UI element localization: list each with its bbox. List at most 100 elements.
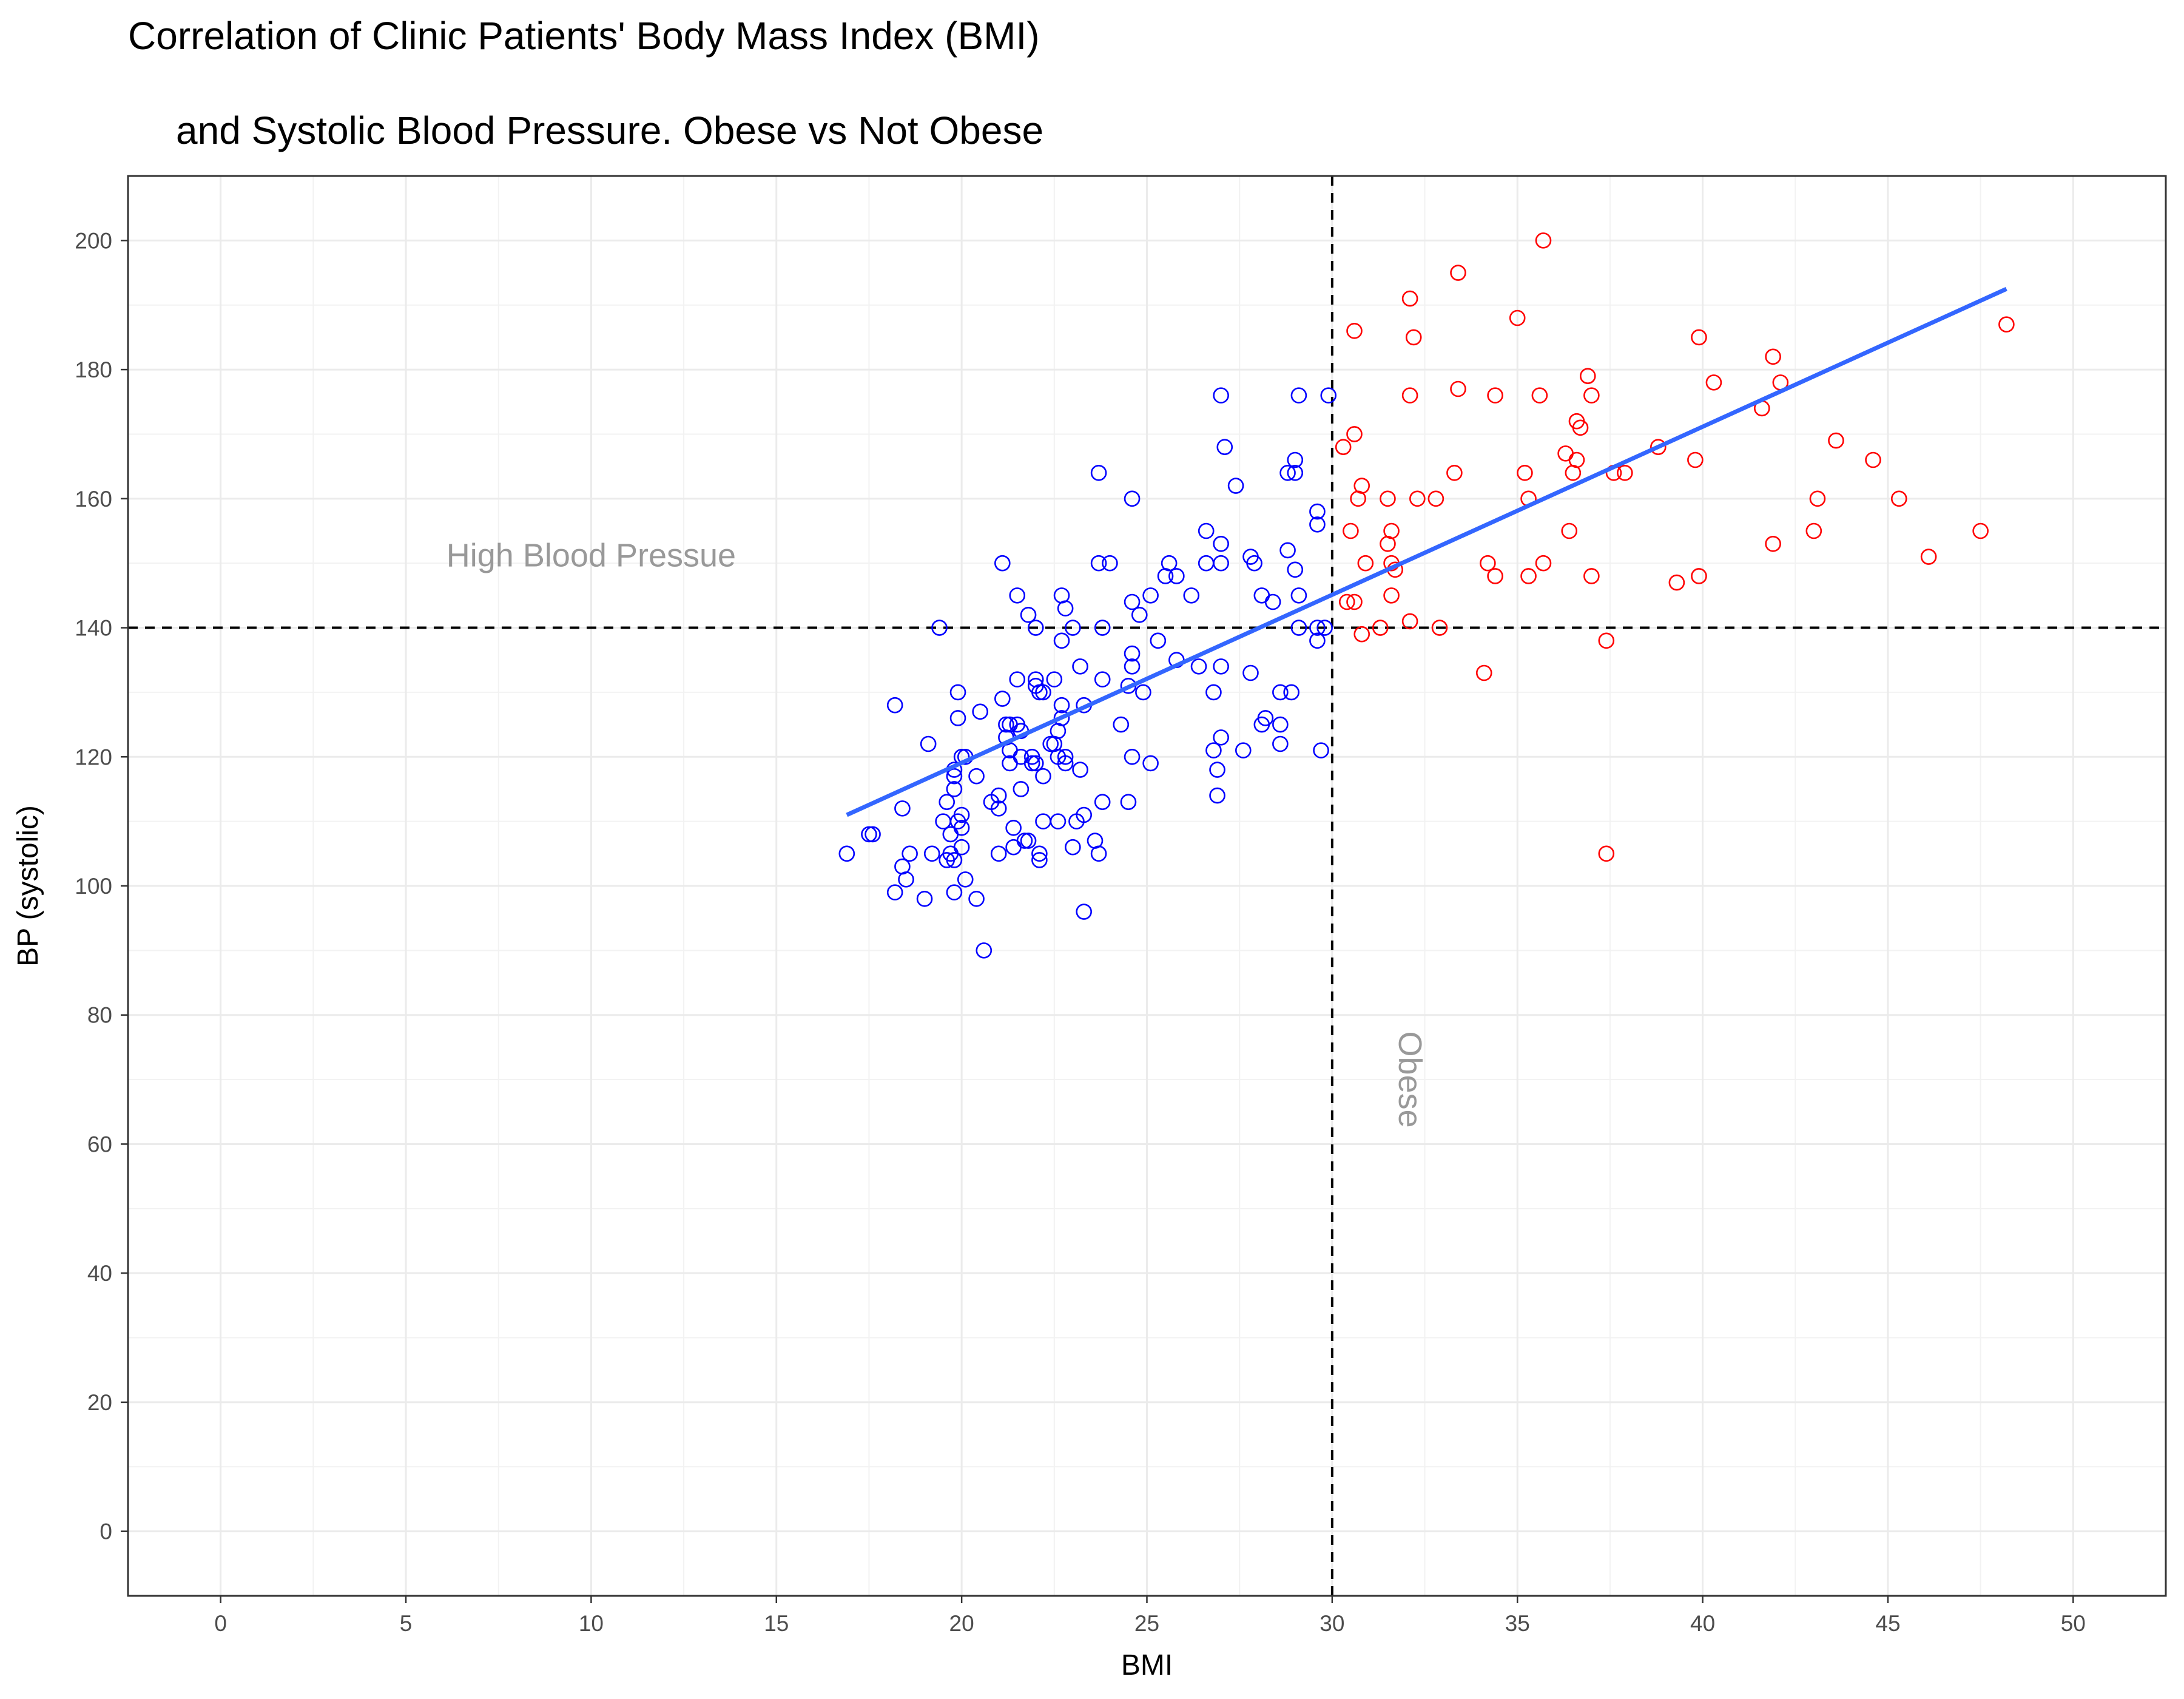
data-point-obese	[1691, 568, 1707, 584]
data-point-not_obese	[1320, 387, 1337, 404]
data-point-obese	[1579, 368, 1596, 385]
data-point-obese	[1535, 555, 1552, 572]
data-point-obese	[1409, 490, 1426, 507]
data-point-obese	[1427, 490, 1444, 507]
data-point-not_obese	[1242, 664, 1259, 681]
data-point-not_obese	[1150, 632, 1167, 649]
chart-title-line2: and Systolic Blood Pressure. Obese vs No…	[176, 109, 1043, 152]
data-point-obese	[1405, 329, 1422, 346]
data-point-not_obese	[1213, 387, 1229, 404]
data-point-not_obese	[1198, 522, 1215, 539]
data-point-obese	[1487, 387, 1503, 404]
y-tick-label: 180	[75, 357, 112, 382]
data-point-not_obese	[1023, 755, 1040, 772]
data-point-not_obese	[864, 826, 881, 843]
data-point-obese	[1765, 535, 1781, 552]
data-point-not_obese	[898, 871, 914, 888]
data-point-obese	[1535, 232, 1552, 249]
data-point-not_obese	[1005, 819, 1022, 836]
data-point-not_obese	[1142, 755, 1159, 772]
data-point-not_obese	[1287, 561, 1304, 578]
data-point-not_obese	[972, 703, 988, 720]
x-tick-label: 0	[214, 1611, 227, 1636]
data-point-not_obese	[1031, 684, 1048, 701]
data-point-not_obese	[946, 781, 963, 797]
data-point-not_obese	[1031, 852, 1048, 868]
obese-annotation: Obese	[1392, 1032, 1428, 1128]
data-point-not_obese	[1272, 716, 1289, 733]
data-point-not_obese	[1309, 632, 1326, 649]
data-point-not_obese	[1246, 555, 1262, 572]
data-point-obese	[1431, 620, 1448, 636]
data-point-obese	[1572, 419, 1589, 436]
data-point-not_obese	[1090, 555, 1107, 572]
data-point-not_obese	[1209, 762, 1225, 778]
data-point-not_obese	[1124, 490, 1141, 507]
data-point-not_obese	[990, 845, 1007, 862]
data-point-not_obese	[1009, 671, 1026, 687]
x-tick-label: 45	[1875, 1611, 1900, 1636]
data-point-not_obese	[1216, 439, 1233, 456]
data-point-obese	[1517, 464, 1533, 481]
data-point-not_obese	[1076, 806, 1092, 823]
data-point-not_obese	[953, 819, 970, 836]
data-point-not_obese	[994, 691, 1011, 707]
data-point-obese	[1346, 322, 1363, 339]
data-point-not_obese	[1065, 620, 1081, 636]
y-tick-label: 120	[75, 745, 112, 769]
data-point-not_obese	[886, 697, 903, 714]
data-point-not_obese	[1205, 684, 1222, 701]
data-point-obese	[1920, 549, 1937, 565]
y-tick-label: 160	[75, 487, 112, 512]
data-point-not_obese	[923, 845, 940, 862]
data-point-not_obese	[1057, 600, 1074, 616]
data-point-obese	[1346, 426, 1363, 442]
data-point-not_obese	[1227, 478, 1244, 494]
x-tick-label: 20	[949, 1611, 974, 1636]
data-point-obese	[1972, 522, 1989, 539]
data-point-not_obese	[1213, 658, 1229, 675]
x-tick-label: 40	[1690, 1611, 1715, 1636]
data-point-not_obese	[1042, 735, 1059, 752]
x-tick-label: 25	[1134, 1611, 1159, 1636]
data-point-not_obese	[1124, 645, 1141, 662]
x-tick-label: 15	[764, 1611, 789, 1636]
y-tick-label: 80	[87, 1003, 112, 1028]
data-point-obese	[1583, 387, 1600, 404]
data-point-not_obese	[1283, 684, 1299, 701]
data-point-not_obese	[957, 871, 974, 888]
data-point-obese	[1598, 632, 1615, 649]
data-point-not_obese	[1235, 742, 1252, 758]
data-point-obese	[1450, 380, 1466, 397]
x-tick-label: 35	[1505, 1611, 1530, 1636]
data-point-not_obese	[838, 845, 855, 862]
data-point-not_obese	[1213, 535, 1229, 552]
data-point-obese	[1338, 593, 1355, 610]
trend-line	[846, 286, 2007, 817]
data-point-obese	[1865, 451, 1881, 468]
data-point-not_obese	[1016, 833, 1033, 849]
data-point-not_obese	[1316, 620, 1333, 636]
data-point-not_obese	[1050, 813, 1067, 829]
data-point-obese	[1357, 555, 1374, 572]
data-point-obese	[1353, 478, 1370, 494]
data-point-obese	[1383, 522, 1400, 539]
data-point-not_obese	[1161, 555, 1178, 572]
data-point-obese	[1372, 620, 1389, 636]
data-point-not_obese	[1183, 587, 1200, 604]
data-point-not_obese	[953, 806, 970, 823]
data-point-not_obese	[1213, 555, 1229, 572]
data-point-not_obese	[1094, 671, 1111, 687]
data-point-not_obese	[1020, 833, 1037, 849]
data-point-obese	[1475, 664, 1492, 681]
data-point-not_obese	[1120, 794, 1137, 811]
high-blood-pressure-annotation: High Blood Pressue	[447, 538, 736, 574]
data-point-not_obese	[1076, 904, 1092, 920]
data-point-not_obese	[953, 839, 970, 856]
data-point-not_obese	[1072, 762, 1088, 778]
data-point-not_obese	[949, 710, 966, 726]
data-point-not_obese	[1257, 710, 1274, 726]
data-point-not_obese	[990, 800, 1007, 817]
y-tick-label: 40	[87, 1261, 112, 1286]
data-point-not_obese	[1272, 735, 1289, 752]
